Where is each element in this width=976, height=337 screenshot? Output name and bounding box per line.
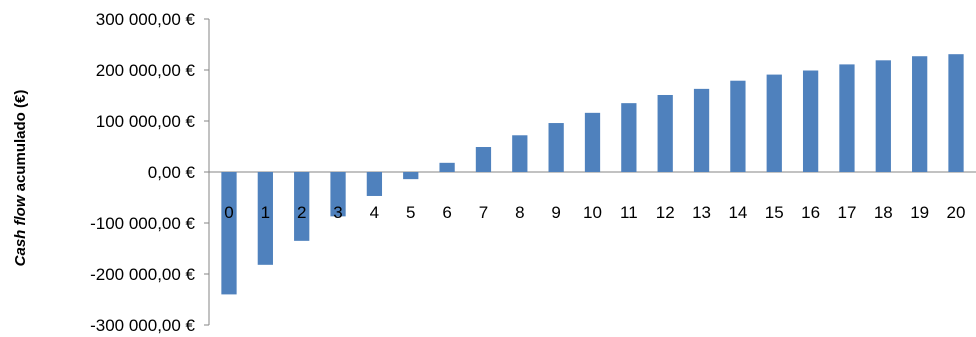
y-tick-label: -200 000,00 € [90, 265, 195, 284]
x-category-label: 9 [551, 203, 560, 222]
bar-year-3 [330, 172, 346, 217]
x-category-label: 17 [837, 203, 856, 222]
y-tick-label: -300 000,00 € [90, 316, 195, 335]
y-tick-label: 200 000,00 € [96, 61, 196, 80]
x-category-label: 1 [261, 203, 270, 222]
x-category-label: 6 [442, 203, 451, 222]
bar-year-9 [548, 123, 564, 172]
x-category-label: 11 [620, 203, 638, 222]
y-axis-title: Cash flow acumulado (€) [12, 90, 29, 267]
bar-year-6 [439, 162, 455, 172]
x-category-label: 18 [874, 203, 893, 222]
bar-year-2 [294, 172, 310, 241]
y-tick-label: -100 000,00 € [90, 214, 195, 233]
bar-year-11 [621, 103, 637, 172]
y-tick-label: 0,00 € [148, 163, 196, 182]
svg-text:Cash flow acumulado (€): Cash flow acumulado (€) [12, 90, 29, 267]
bar-year-15 [766, 74, 782, 172]
bar-year-17 [839, 64, 855, 172]
x-category-label: 10 [583, 203, 602, 222]
bar-year-13 [693, 88, 710, 172]
x-category-label: 0 [224, 203, 233, 222]
category-labels: 0 1 2 3 4 5 6 7 8 9 10 11 12 13 14 15 16 17 18 19 20 [224, 203, 965, 222]
x-category-label: 12 [656, 203, 675, 222]
bar-year-19 [912, 56, 928, 173]
bar-year-18 [875, 60, 891, 173]
bar-year-5 [403, 172, 419, 180]
x-category-label: 7 [479, 203, 488, 222]
x-category-label: 13 [692, 203, 711, 222]
bar-year-20 [948, 54, 964, 172]
bar-year-4 [366, 172, 383, 196]
x-category-label: 8 [515, 203, 524, 222]
x-category-label: 5 [406, 203, 415, 222]
bar-year-8 [512, 135, 528, 172]
x-category-label: 2 [297, 203, 306, 222]
x-category-label: 14 [728, 203, 747, 222]
bars-group [221, 54, 964, 295]
bar-year-0 [221, 172, 237, 295]
x-category-label: 15 [765, 203, 784, 222]
y-axis-title-rest: acumulado (€) [12, 90, 29, 196]
x-category-label: 16 [801, 203, 820, 222]
bar-year-1 [257, 172, 273, 265]
x-category-label: 19 [910, 203, 929, 222]
bar-year-7 [475, 147, 492, 172]
x-category-label: 4 [370, 203, 379, 222]
x-category-label: 3 [333, 203, 342, 222]
y-tick-label: 100 000,00 € [96, 112, 196, 131]
bar-year-14 [730, 80, 746, 172]
y-tick-label: 300 000,00 € [96, 10, 196, 29]
bar-year-16 [802, 70, 819, 172]
bar-year-10 [584, 112, 601, 172]
y-axis-ticks: 300 000,00 € 200 000,00 € 100 000,00 € 0,00… [90, 10, 209, 335]
x-category-label: 20 [947, 203, 966, 222]
bar-year-12 [657, 94, 673, 172]
y-axis-title-italic: Cash flow [12, 194, 29, 266]
